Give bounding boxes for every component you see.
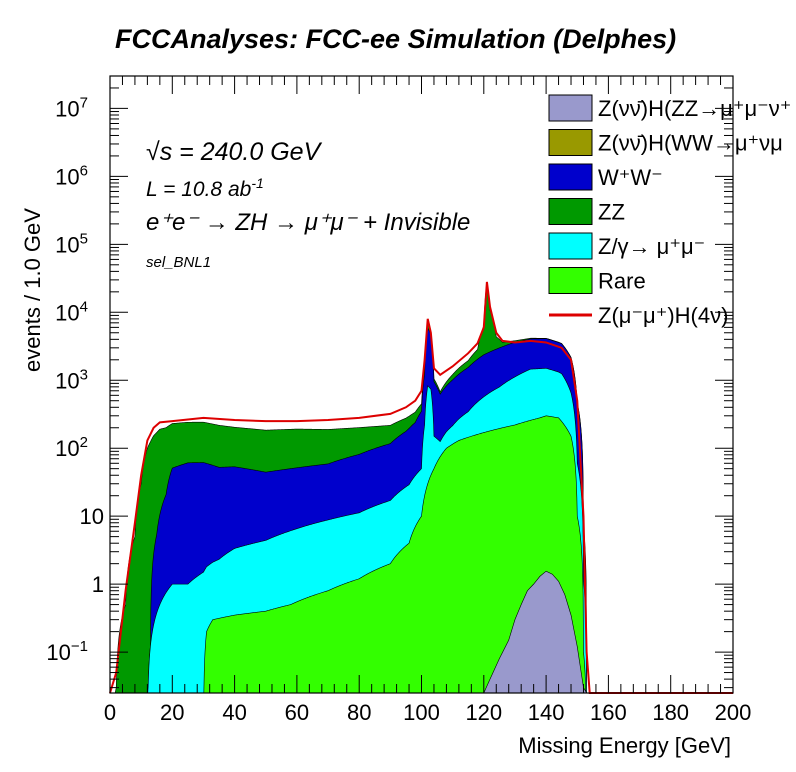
plot-area — [109, 281, 733, 694]
legend-label: Z/γ→ μ⁺μ⁻ — [598, 234, 705, 259]
legend-entry: Z/γ→ μ⁺μ⁻ — [548, 232, 705, 260]
y-tick-label: 103 — [55, 366, 88, 393]
legend-entry: W⁺W⁻ — [548, 163, 663, 191]
x-tick-label: 120 — [465, 700, 502, 725]
legend-entry: Z(μ⁻μ⁺)H(4ν) — [549, 303, 728, 328]
legend-label: Z(νν̄)H(ZZ→μ⁺μ⁻ν⁺ — [598, 96, 791, 121]
legend-swatch — [548, 163, 593, 191]
y-tick-label: 102 — [55, 434, 88, 461]
legend-entry: Z(νν̄)H(WW→μ⁺νμ — [548, 129, 783, 156]
legend-swatch — [548, 129, 593, 156]
x-axis-label: Missing Energy [GeV] — [518, 733, 731, 758]
legend-swatch — [548, 198, 593, 225]
legend-entry: Rare — [548, 267, 646, 294]
y-tick-label: 107 — [55, 94, 88, 121]
legend-label: Rare — [598, 269, 646, 294]
extra-fill-peak — [483, 570, 588, 694]
legend-swatch — [548, 94, 593, 122]
x-tick-label: 180 — [652, 700, 689, 725]
y-tick-label: 1 — [92, 572, 104, 597]
legend-swatch — [548, 267, 593, 294]
legend-label: Z(νν̄)H(WW→μ⁺νμ — [598, 131, 783, 156]
x-tick-label: 0 — [104, 700, 116, 725]
legend-label: Z(μ⁻μ⁺)H(4ν) — [598, 303, 728, 328]
y-tick-label: 105 — [55, 230, 88, 257]
legend-entry: Z(νν̄)H(ZZ→μ⁺μ⁻ν⁺ — [548, 94, 791, 122]
luminosity-annotation: L = 10.8 ab-1 — [146, 175, 264, 201]
x-tick-label: 160 — [590, 700, 627, 725]
sqrt-s-annotation: √s = 240.0 GeV — [146, 138, 323, 166]
x-tick-label: 60 — [285, 700, 309, 725]
legend: Z(νν̄)H(ZZ→μ⁺μ⁻ν⁺ Z(νν̄)H(WW→μ⁺νμ W⁺W⁻ ZZ Z/… — [548, 94, 791, 328]
x-tick-label: 100 — [403, 700, 440, 725]
y-axis: 10−1 1 10 102 103 104 105 106 107 — [46, 75, 733, 689]
x-tick-label: 140 — [528, 700, 565, 725]
x-tick-label: 200 — [715, 700, 752, 725]
x-tick-label: 40 — [222, 700, 246, 725]
y-tick-label: 106 — [55, 162, 88, 189]
chart-title: FCCAnalyses: FCC-ee Simulation (Delphes) — [115, 24, 676, 54]
annotations: √s = 240.0 GeV L = 10.8 ab-1 e⁺e⁻ → ZH →… — [146, 138, 470, 271]
signal-line — [109, 281, 733, 694]
legend-label: ZZ — [598, 200, 625, 225]
process-annotation: e⁺e⁻ → ZH → μ⁺μ⁻ + Invisible — [146, 209, 470, 236]
legend-swatch — [548, 232, 593, 260]
selection-annotation: sel_BNL1 — [146, 254, 211, 271]
legend-entry: ZZ — [548, 198, 625, 225]
y-tick-label: 10 — [80, 504, 104, 529]
legend-label: W⁺W⁻ — [598, 165, 663, 190]
y-tick-label: 10−1 — [46, 638, 88, 665]
y-tick-label: 104 — [55, 298, 88, 325]
x-axis: 0 20 40 60 80 100 120 140 160 180 200 — [104, 76, 751, 725]
luminosity-exponent: -1 — [251, 175, 263, 191]
luminosity-base: L = 10.8 ab — [146, 178, 252, 201]
y-axis-label: events / 1.0 GeV — [20, 208, 45, 372]
x-tick-label: 20 — [160, 700, 184, 725]
x-tick-label: 80 — [347, 700, 371, 725]
